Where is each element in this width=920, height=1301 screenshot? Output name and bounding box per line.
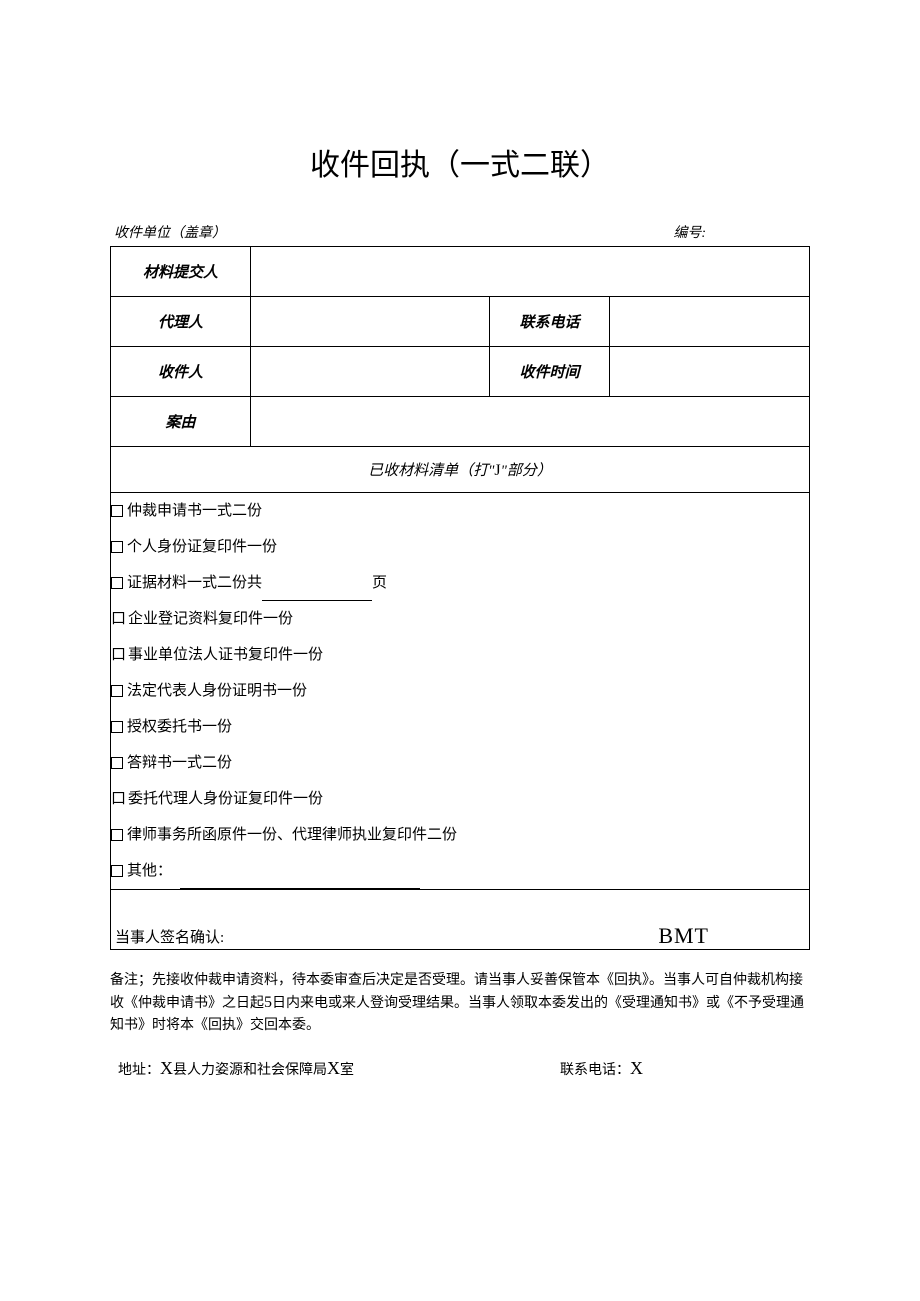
checkbox-kou-icon: 口 xyxy=(111,637,126,673)
address-mid: 县人力姿源和社会保障局 xyxy=(173,1063,327,1078)
address: 地址：X县人力姿源和社会保障局X室 xyxy=(118,1058,560,1079)
checklist-item-text: 授权委托书一份 xyxy=(127,719,232,735)
table-row: 代理人 联系电话 xyxy=(111,297,810,347)
table-row: 材料提交人 xyxy=(111,247,810,297)
checkbox-icon xyxy=(111,829,123,841)
blank-underline xyxy=(180,875,420,889)
signature-label: 当事人签名确认: xyxy=(115,926,224,947)
form-table: 材料提交人 代理人 联系电话 收件人 收件时间 案由 已收材料清单（打"J"部分… xyxy=(110,246,810,890)
checklist-item-text: 委托代理人身份证复印件一份 xyxy=(128,791,323,807)
receive-time-label: 收件时间 xyxy=(490,347,610,397)
checkbox-icon xyxy=(111,685,123,697)
checklist-header-after: "部分） xyxy=(501,463,552,479)
checklist-item-text: 仲裁申请书一式二份 xyxy=(127,503,262,519)
checklist-item: 个人身份证复印件一份 xyxy=(111,529,809,565)
checklist-item-text: 证据材料一式二份共 xyxy=(127,575,262,591)
number-label: 编号: xyxy=(673,222,806,242)
table-row: 已收材料清单（打"J"部分） xyxy=(111,447,810,493)
checklist-item-text: 个人身份证复印件一份 xyxy=(127,539,277,555)
checklist-cell: 仲裁申请书一式二份个人身份证复印件一份证据材料一式二份共页口企业登记资料复印件一… xyxy=(111,493,810,890)
contact-phone-value xyxy=(610,297,810,347)
table-row: 仲裁申请书一式二份个人身份证复印件一份证据材料一式二份共页口企业登记资料复印件一… xyxy=(111,493,810,890)
address-x1: X xyxy=(160,1058,173,1078)
agent-label: 代理人 xyxy=(111,297,251,347)
blank-underline xyxy=(262,587,372,601)
checklist-item-text: 其他： xyxy=(127,863,172,879)
submitter-label: 材料提交人 xyxy=(111,247,251,297)
checklist-header-before: 已收材料清单（打" xyxy=(368,463,494,479)
checklist-item: 法定代表人身份证明书一份 xyxy=(111,673,809,709)
notes-prefix: 备注； xyxy=(110,973,152,988)
checkbox-icon xyxy=(111,505,123,517)
cause-label: 案由 xyxy=(111,397,251,447)
document-page: 收件回执（一式二联） 收件单位（盖章） 编号: 材料提交人 代理人 联系电话 收… xyxy=(0,0,920,1079)
address-suffix: 室 xyxy=(340,1063,354,1078)
signature-row: 当事人签名确认: BMT xyxy=(111,890,809,949)
submitter-value xyxy=(251,247,810,297)
checklist-item: 口事业单位法人证书复印件一份 xyxy=(111,637,809,673)
address-label: 地址： xyxy=(118,1063,160,1078)
checkbox-kou-icon: 口 xyxy=(111,601,126,637)
checklist-item: 授权委托书一份 xyxy=(111,709,809,745)
checklist-item-text: 答辩书一式二份 xyxy=(127,755,232,771)
checkbox-icon xyxy=(111,757,123,769)
notes-section: 备注；先接收仲裁申请资料，待本委审查后决定是否受理。请当事人妥善保管本《回执》。… xyxy=(110,970,810,1036)
contact-phone-label: 联系电话 xyxy=(490,297,610,347)
checkbox-icon xyxy=(111,577,123,589)
agent-value xyxy=(251,297,490,347)
checklist-item-text: 事业单位法人证书复印件一份 xyxy=(128,647,323,663)
address-x2: X xyxy=(327,1058,340,1078)
table-row: 案由 xyxy=(111,397,810,447)
page-title: 收件回执（一式二联） xyxy=(110,140,810,184)
checklist-item-text: 法定代表人身份证明书一份 xyxy=(127,683,307,699)
checklist-item: 口委托代理人身份证复印件一份 xyxy=(111,781,809,817)
checkbox-icon xyxy=(111,541,123,553)
cause-value xyxy=(251,397,810,447)
receiver-value xyxy=(251,347,490,397)
checklist-item-text: 页 xyxy=(372,575,387,591)
address-row: 地址：X县人力姿源和社会保障局X室 联系电话：X xyxy=(110,1058,810,1079)
receive-time-value xyxy=(610,347,810,397)
checklist-item-text: 企业登记资料复印件一份 xyxy=(128,611,293,627)
checklist-item: 答辩书一式二份 xyxy=(111,745,809,781)
checklist-item-text: 律师事务所函原件一份、代理律师执业复印件二份 xyxy=(127,827,457,843)
checklist-item: 仲裁申请书一式二份 xyxy=(111,493,809,529)
checklist-item: 其他： xyxy=(111,853,809,889)
checklist-header: 已收材料清单（打"J"部分） xyxy=(111,447,810,493)
checkbox-icon xyxy=(111,721,123,733)
receiver-label: 收件人 xyxy=(111,347,251,397)
contact-phone: 联系电话：X xyxy=(560,1058,810,1079)
table-row: 收件人 收件时间 xyxy=(111,347,810,397)
signature-cell: 当事人签名确认: BMT xyxy=(110,890,810,950)
checkbox-kou-icon: 口 xyxy=(111,781,126,817)
checklist-item: 律师事务所函原件一份、代理律师执业复印件二份 xyxy=(111,817,809,853)
notes-days: 5 xyxy=(264,994,272,1011)
receiving-unit-label: 收件单位（盖章） xyxy=(114,222,226,242)
checkbox-icon xyxy=(111,865,123,877)
checklist-item: 证据材料一式二份共 页 xyxy=(111,565,809,601)
header-row: 收件单位（盖章） 编号: xyxy=(110,222,810,242)
contact-phone-label: 联系电话： xyxy=(560,1063,630,1078)
bmt-text: BMT xyxy=(658,923,709,949)
contact-phone-value-x: X xyxy=(630,1058,643,1078)
checklist-item: 口企业登记资料复印件一份 xyxy=(111,601,809,637)
